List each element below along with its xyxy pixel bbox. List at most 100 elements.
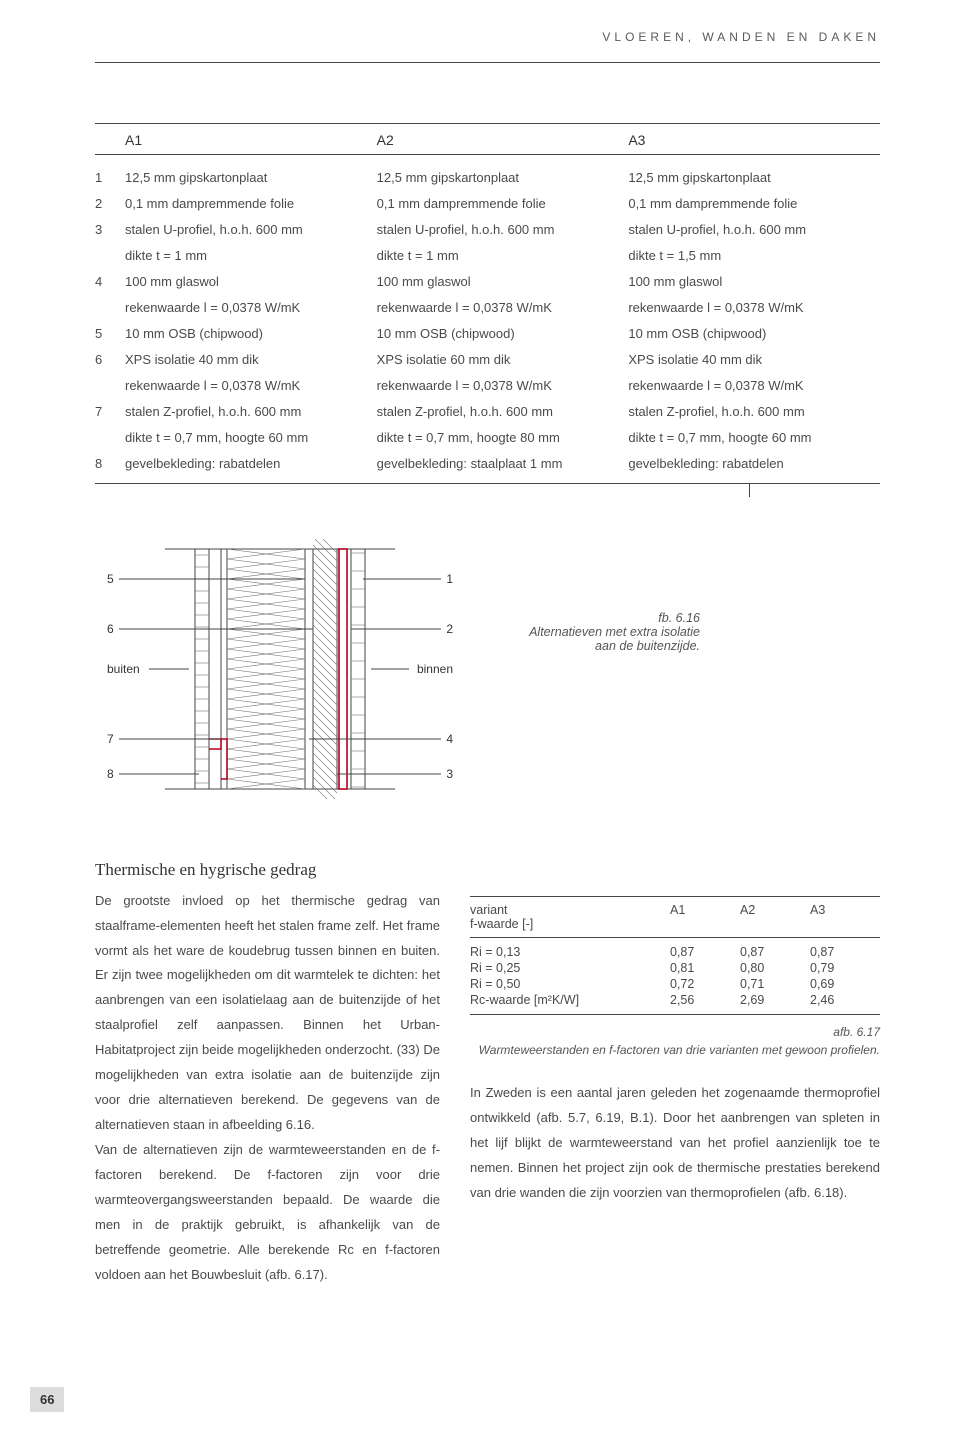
right-paragraph: In Zweden is een aantal jaren geleden he… [470, 1081, 880, 1206]
cell-a1: 100 mm glaswol [125, 269, 377, 295]
left-column: Thermische en hygrische gedrag De groots… [95, 854, 440, 1288]
cell-n: 2 [95, 191, 125, 217]
cell-n: 4 [95, 269, 125, 295]
variant-cell-a2: 0,87 [740, 945, 810, 959]
variant-row: Ri = 0,130,870,870,87 [470, 944, 880, 960]
variant-caption-body: Warmteweerstanden en f-factoren van drie… [479, 1043, 880, 1057]
variant-cell-c1: Rc-waarde [m²K/W] [470, 993, 670, 1007]
variant-cell-a1: 0,81 [670, 961, 740, 975]
cell-a2: 100 mm glaswol [377, 269, 629, 295]
variant-caption-title: afb. 6.17 [833, 1025, 880, 1039]
cell-a3: 0,1 mm dampremmende folie [628, 191, 880, 217]
cell-a3: 10 mm OSB (chipwood) [628, 321, 880, 347]
cell-a1: dikte t = 1 mm [125, 243, 377, 269]
variant-row: Ri = 0,250,810,800,79 [470, 960, 880, 976]
cell-a3: rekenwaarde l = 0,0378 W/mK [628, 295, 880, 321]
cell-a2: rekenwaarde l = 0,0378 W/mK [377, 295, 629, 321]
cell-a2: 12,5 mm gipskartonplaat [377, 165, 629, 191]
left-paragraph: De grootste invloed op het thermische ge… [95, 889, 440, 1288]
cell-a1: rekenwaarde l = 0,0378 W/mK [125, 373, 377, 399]
table-row: 3stalen U-profiel, h.o.h. 600 mmstalen U… [95, 217, 880, 243]
cell-a1: 10 mm OSB (chipwood) [125, 321, 377, 347]
header-rule [95, 62, 880, 63]
cell-a3: gevelbekleding: rabatdelen [628, 451, 880, 477]
table-row: 20,1 mm dampremmende folie0,1 mm damprem… [95, 191, 880, 217]
cell-n: 8 [95, 451, 125, 477]
svg-text:buiten: buiten [107, 662, 140, 676]
table-row: 4100 mm glaswol100 mm glaswol100 mm glas… [95, 269, 880, 295]
variant-cell-a1: 0,72 [670, 977, 740, 991]
cell-n [95, 243, 125, 269]
cell-a1: 0,1 mm dampremmende folie [125, 191, 377, 217]
cell-a1: stalen U-profiel, h.o.h. 600 mm [125, 217, 377, 243]
svg-text:6: 6 [107, 622, 114, 636]
cell-a2: stalen Z-profiel, h.o.h. 600 mm [377, 399, 629, 425]
variant-cell-a2: 2,69 [740, 993, 810, 1007]
svg-text:8: 8 [107, 767, 114, 781]
table-row: 1 12,5 mm gipskartonplaat12,5 mm gipskart… [95, 165, 880, 191]
cell-n: 5 [95, 321, 125, 347]
col-header-a1: A1 [125, 132, 377, 148]
col-header-a3: A3 [628, 132, 880, 148]
cell-a1: dikte t = 0,7 mm, hoogte 60 mm [125, 425, 377, 451]
variant-cell-a3: 0,79 [810, 961, 880, 975]
page-number: 66 [30, 1387, 64, 1412]
cell-n: 7 [95, 399, 125, 425]
cell-n [95, 373, 125, 399]
variant-table-header: variant f-waarde [-] A1 A2 A3 [470, 897, 880, 938]
svg-text:5: 5 [107, 572, 114, 586]
svg-text:3: 3 [446, 767, 453, 781]
table-row: 6 XPS isolatie 40 mm dikXPS isolatie 60 m… [95, 347, 880, 373]
svg-text:binnen: binnen [417, 662, 453, 676]
variant-head-c1: variant f-waarde [-] [470, 903, 670, 931]
cell-a3: stalen Z-profiel, h.o.h. 600 mm [628, 399, 880, 425]
cell-n: 6 [95, 347, 125, 373]
table-bottom-rule [95, 483, 880, 484]
cell-a2: 0,1 mm dampremmende folie [377, 191, 629, 217]
table-row: 7stalen Z-profiel, h.o.h. 600 mmstalen Z… [95, 399, 880, 425]
variant-cell-a3: 0,87 [810, 945, 880, 959]
cell-a1: stalen Z-profiel, h.o.h. 600 mm [125, 399, 377, 425]
cell-a3: stalen U-profiel, h.o.h. 600 mm [628, 217, 880, 243]
figure-caption-body: Alternatieven met extra isolatie aan de … [529, 625, 700, 653]
cell-a1: rekenwaarde l = 0,0378 W/mK [125, 295, 377, 321]
variant-head-a2: A2 [740, 903, 810, 931]
cell-a2: 10 mm OSB (chipwood) [377, 321, 629, 347]
variant-table-caption: afb. 6.17 Warmteweerstanden en f-factore… [470, 1023, 880, 1059]
variant-cell-c1: Ri = 0,13 [470, 945, 670, 959]
cell-a3: 12,5 mm gipskartonplaat [628, 165, 880, 191]
variant-cell-a3: 0,69 [810, 977, 880, 991]
svg-text:2: 2 [446, 622, 453, 636]
variant-table: variant f-waarde [-] A1 A2 A3 Ri = 0,130… [470, 896, 880, 1015]
table-row: 8gevelbekleding: rabatdelengevelbekledin… [95, 451, 880, 477]
figure-caption-title: fb. 6.16 [658, 611, 700, 625]
col-header-a2: A2 [377, 132, 629, 148]
variant-head-a3: A3 [810, 903, 880, 931]
cell-a3: dikte t = 0,7 mm, hoogte 60 mm [628, 425, 880, 451]
col-header-n [95, 132, 125, 148]
cell-n: 3 [95, 217, 125, 243]
cell-n: 1 [95, 165, 125, 191]
variant-head-a1: A1 [670, 903, 740, 931]
main-table-body: 1 12,5 mm gipskartonplaat12,5 mm gipskart… [95, 165, 880, 484]
variant-row: Ri = 0,500,720,710,69 [470, 976, 880, 992]
variant-cell-a1: 0,87 [670, 945, 740, 959]
cell-a1: gevelbekleding: rabatdelen [125, 451, 377, 477]
variant-cell-a2: 0,71 [740, 977, 810, 991]
table-top-rule [95, 123, 880, 124]
running-header: VLOEREN, WANDEN EN DAKEN [95, 0, 880, 44]
table-row: 510 mm OSB (chipwood)10 mm OSB (chipwood… [95, 321, 880, 347]
main-table-header: A1 A2 A3 [95, 132, 880, 155]
variant-cell-c1: Ri = 0,50 [470, 977, 670, 991]
figure-caption: fb. 6.16 Alternatieven met extra isolati… [510, 611, 700, 653]
cell-a2: stalen U-profiel, h.o.h. 600 mm [377, 217, 629, 243]
cell-a2: XPS isolatie 60 mm dik [377, 347, 629, 373]
cell-a2: dikte t = 0,7 mm, hoogte 80 mm [377, 425, 629, 451]
variant-head-c1a: variant [470, 903, 508, 917]
cell-n [95, 425, 125, 451]
table-tick [749, 483, 750, 497]
cell-a3: rekenwaarde l = 0,0378 W/mK [628, 373, 880, 399]
variant-cell-c1: Ri = 0,25 [470, 961, 670, 975]
svg-text:7: 7 [107, 732, 114, 746]
cell-a3: XPS isolatie 40 mm dik [628, 347, 880, 373]
